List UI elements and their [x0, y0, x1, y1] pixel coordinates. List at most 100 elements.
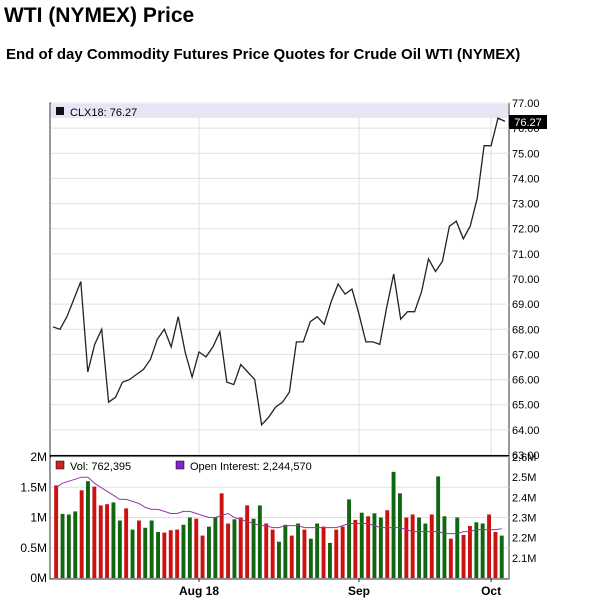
volume-bar — [124, 508, 129, 578]
open-interest-y-tick-label: 2.3M — [512, 513, 536, 525]
last-price-box — [509, 115, 547, 129]
volume-bar — [86, 481, 90, 578]
volume-bar — [143, 527, 148, 578]
volume-bar — [410, 514, 415, 578]
price-y-tick-label: 64.00 — [512, 425, 540, 437]
volume-bar — [219, 493, 224, 578]
volume-bar — [308, 538, 313, 578]
volume-bar — [149, 520, 154, 578]
volume-bar — [73, 511, 78, 578]
volume-bar — [277, 541, 281, 578]
price-legend-band — [51, 104, 508, 118]
volume-bar — [257, 505, 262, 578]
volume-bar — [366, 516, 371, 578]
volume-bar — [283, 524, 288, 578]
volume-bar — [391, 470, 396, 578]
volume-bar — [493, 532, 498, 578]
volume-bar — [296, 523, 300, 578]
open-interest-line-group — [55, 476, 502, 535]
volume-y-tick-label: 2M — [30, 450, 47, 464]
price-line-group — [52, 117, 506, 427]
volume-bar — [385, 510, 390, 578]
volume-bar — [480, 523, 485, 578]
open-interest-legend-label: Open Interest: 2,244,570 — [190, 461, 312, 473]
volume-bar — [315, 523, 320, 578]
volume-bar — [181, 524, 186, 578]
page-title: WTI (NYMEX) Price — [4, 4, 195, 27]
volume-y-tick-label: 0M — [30, 571, 47, 585]
open-interest-y-tick-label: 2.5M — [512, 472, 536, 484]
volume-bar — [347, 499, 351, 578]
volume-bar — [423, 523, 428, 578]
volume-bar — [448, 538, 453, 578]
price-y-tick-label: 75.00 — [512, 148, 540, 160]
volume-bar — [54, 485, 59, 578]
price-y-tick-label: 74.00 — [512, 173, 540, 185]
price-y-tick-label: 63.00 — [512, 450, 540, 462]
x-tick-label: Oct — [481, 584, 501, 598]
volume-legend-swatch — [55, 460, 65, 470]
price-legend-swatch — [56, 107, 64, 115]
price-y-tick-label: 71.00 — [512, 249, 540, 261]
volume-bar — [175, 529, 180, 578]
volume-bar — [474, 522, 479, 578]
volume-bar — [442, 516, 447, 578]
volume-bar — [245, 505, 250, 578]
volume-bar — [461, 535, 466, 578]
volume-bar — [302, 529, 307, 578]
x-axis: Aug 18 Sep Oct — [179, 578, 501, 598]
volume-bar — [117, 520, 122, 578]
volume-bar — [487, 514, 491, 578]
volume-bar — [321, 526, 326, 578]
price-y-tick-label: 70.00 — [512, 274, 540, 286]
open-interest-y-tick-label: 2.6M — [512, 452, 536, 464]
volume-bar — [207, 526, 211, 578]
last-price-label: 76.27 — [514, 117, 542, 129]
volume-bar — [455, 517, 460, 578]
volume-bar — [334, 529, 339, 578]
volume-bar — [194, 518, 199, 578]
volume-bar — [156, 532, 160, 578]
volume-y-axis-left: 2M 1.5M 1M 0.5M 0M — [20, 450, 47, 585]
open-interest-legend-swatch — [175, 460, 185, 470]
volume-bar — [238, 517, 243, 578]
volume-bar — [60, 513, 65, 578]
price-y-axis: 77.0076.0075.0074.0073.0072.0071.0070.00… — [512, 98, 540, 462]
volume-bar — [98, 505, 103, 578]
volume-bar — [66, 514, 71, 578]
volume-bar — [429, 514, 434, 578]
volume-bar — [270, 529, 275, 578]
price-y-tick-label: 67.00 — [512, 349, 540, 361]
price-y-tick-label: 69.00 — [512, 299, 540, 311]
price-y-tick-label: 73.00 — [512, 199, 540, 211]
volume-bar — [162, 532, 167, 578]
open-interest-y-tick-label: 2.4M — [512, 492, 536, 504]
price-y-tick-label: 66.00 — [512, 375, 540, 387]
volume-bars — [54, 470, 504, 578]
page-subtitle: End of day Commodity Futures Price Quote… — [6, 46, 521, 63]
volume-bar — [92, 486, 97, 578]
volume-bar — [168, 530, 173, 578]
open-interest-y-tick-label: 2.2M — [512, 533, 536, 545]
volume-bar — [232, 519, 237, 578]
volume-y-tick-label: 0.5M — [20, 541, 47, 555]
volume-legend-label: Vol: 762,395 — [70, 461, 131, 473]
price-y-tick-label: 77.00 — [512, 98, 540, 110]
volume-bar — [79, 490, 84, 578]
volume-bar — [328, 542, 332, 578]
price-y-tick-label: 65.00 — [512, 400, 540, 412]
price-y-tick-label: 72.00 — [512, 224, 540, 236]
volume-bar — [213, 517, 218, 578]
volume-bar — [398, 493, 402, 578]
open-interest-y-tick-label: 2.1M — [512, 553, 536, 565]
volume-bar — [340, 526, 345, 578]
price-panel: CLX18: 76.27 77.0076.0075.0074.0073.0072… — [49, 98, 547, 462]
open-interest-line — [55, 476, 502, 535]
volume-bar — [436, 476, 441, 578]
open-interest-y-axis-right: 2.6M 2.5M 2.4M 2.3M 2.2M 2.1M — [512, 452, 536, 565]
volume-bar — [378, 517, 383, 578]
volume-bar — [372, 513, 377, 578]
price-legend-label: CLX18: 76.27 — [70, 107, 137, 119]
volume-y-tick-label: 1.5M — [20, 480, 47, 494]
